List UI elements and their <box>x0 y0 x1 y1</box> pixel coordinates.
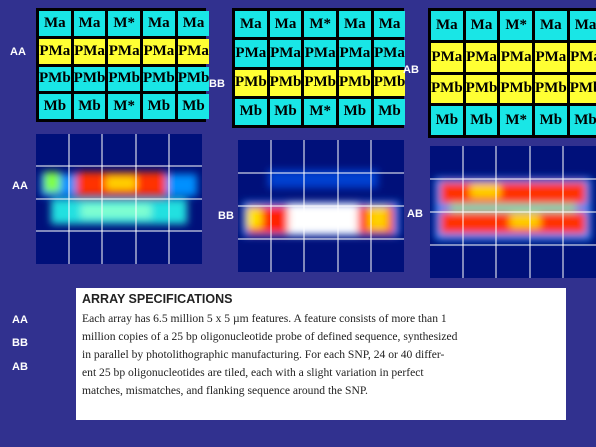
probe-cell: PMa <box>143 39 175 64</box>
side-label: AB <box>12 361 28 373</box>
probe-cell: Ma <box>339 11 371 37</box>
probe-cell: Ma <box>374 11 406 37</box>
side-label: BB <box>12 337 28 349</box>
probe-cell: PMb <box>235 70 267 96</box>
probe-cell: PMa <box>270 40 302 66</box>
probe-cell: PMb <box>374 70 406 96</box>
probe-grid: MaMaM*MaMaPMaPMaPMaPMaPMaPMbPMbPMbPMbPMb… <box>428 8 596 138</box>
probe-cell: Mb <box>466 106 498 135</box>
probe-cell: Mb <box>235 99 267 125</box>
probe-cell: PMa <box>74 39 106 64</box>
probe-cell: Mb <box>270 99 302 125</box>
panel-label: AA <box>10 46 26 58</box>
probe-cell: M* <box>304 11 336 37</box>
specs-line: matches, mismatches, and flanking sequen… <box>82 384 368 397</box>
probe-cell: PMa <box>570 43 596 72</box>
probe-cell: PMb <box>431 75 463 104</box>
side-label: AA <box>12 314 28 326</box>
probe-cell: PMa <box>431 43 463 72</box>
probe-cell: Mb <box>339 99 371 125</box>
probe-cell: Ma <box>178 11 210 36</box>
specs-line: in parallel by photolithographic manufac… <box>82 348 444 361</box>
probe-cell: Mb <box>74 94 106 119</box>
panel-label: AB <box>403 64 419 76</box>
probe-cell: PMa <box>374 40 406 66</box>
probe-cell: PMb <box>570 75 596 104</box>
probe-cell: Ma <box>466 11 498 40</box>
probe-cell: Mb <box>178 94 210 119</box>
probe-cell: PMb <box>466 75 498 104</box>
probe-cell: Mb <box>39 94 71 119</box>
probe-cell: M* <box>304 99 336 125</box>
probe-cell: PMa <box>500 43 532 72</box>
heatmap <box>238 140 404 272</box>
probe-cell: PMb <box>74 67 106 92</box>
probe-cell: PMb <box>304 70 336 96</box>
probe-cell: Ma <box>535 11 567 40</box>
probe-cell: PMb <box>535 75 567 104</box>
specs-title: ARRAY SPECIFICATIONS <box>82 292 233 306</box>
probe-cell: Ma <box>431 11 463 40</box>
probe-cell: M* <box>500 106 532 135</box>
probe-cell: PMb <box>108 67 140 92</box>
probe-cell: M* <box>108 11 140 36</box>
specs-line: Each array has 6.5 million 5 x 5 µm feat… <box>82 312 447 325</box>
probe-cell: Ma <box>74 11 106 36</box>
probe-cell: PMb <box>500 75 532 104</box>
heatmap <box>36 134 202 264</box>
specs-box: ARRAY SPECIFICATIONS Each array has 6.5 … <box>76 288 566 420</box>
probe-cell: Mb <box>143 94 175 119</box>
probe-cell: PMb <box>39 67 71 92</box>
specs-line: ent 25 bp oligonucleotides are tiled, ea… <box>82 366 424 379</box>
probe-cell: Mb <box>431 106 463 135</box>
probe-cell: PMa <box>535 43 567 72</box>
probe-cell: Mb <box>535 106 567 135</box>
probe-cell: PMb <box>143 67 175 92</box>
probe-cell: Ma <box>143 11 175 36</box>
probe-cell: Ma <box>570 11 596 40</box>
probe-cell: PMa <box>108 39 140 64</box>
specs-line: million copies of a 25 bp oligonucleotid… <box>82 330 457 343</box>
heatmap-label: AB <box>407 208 423 220</box>
heatmap-label: AA <box>12 180 28 192</box>
probe-cell: PMb <box>339 70 371 96</box>
probe-cell: M* <box>108 94 140 119</box>
probe-cell: PMb <box>178 67 210 92</box>
probe-cell: M* <box>500 11 532 40</box>
probe-cell: Ma <box>270 11 302 37</box>
slide: MaMaM*MaMaPMaPMaPMaPMaPMaPMbPMbPMbPMbPMb… <box>0 0 596 447</box>
probe-cell: PMa <box>235 40 267 66</box>
probe-cell: Ma <box>39 11 71 36</box>
probe-cell: PMa <box>304 40 336 66</box>
probe-cell: PMa <box>178 39 210 64</box>
probe-cell: PMb <box>270 70 302 96</box>
probe-cell: Ma <box>235 11 267 37</box>
panel-label: BB <box>209 78 225 90</box>
probe-cell: Mb <box>374 99 406 125</box>
probe-cell: PMa <box>466 43 498 72</box>
heatmap <box>430 146 596 278</box>
probe-cell: Mb <box>570 106 596 135</box>
probe-cell: PMa <box>39 39 71 64</box>
probe-cell: PMa <box>339 40 371 66</box>
heatmap-label: BB <box>218 210 234 222</box>
